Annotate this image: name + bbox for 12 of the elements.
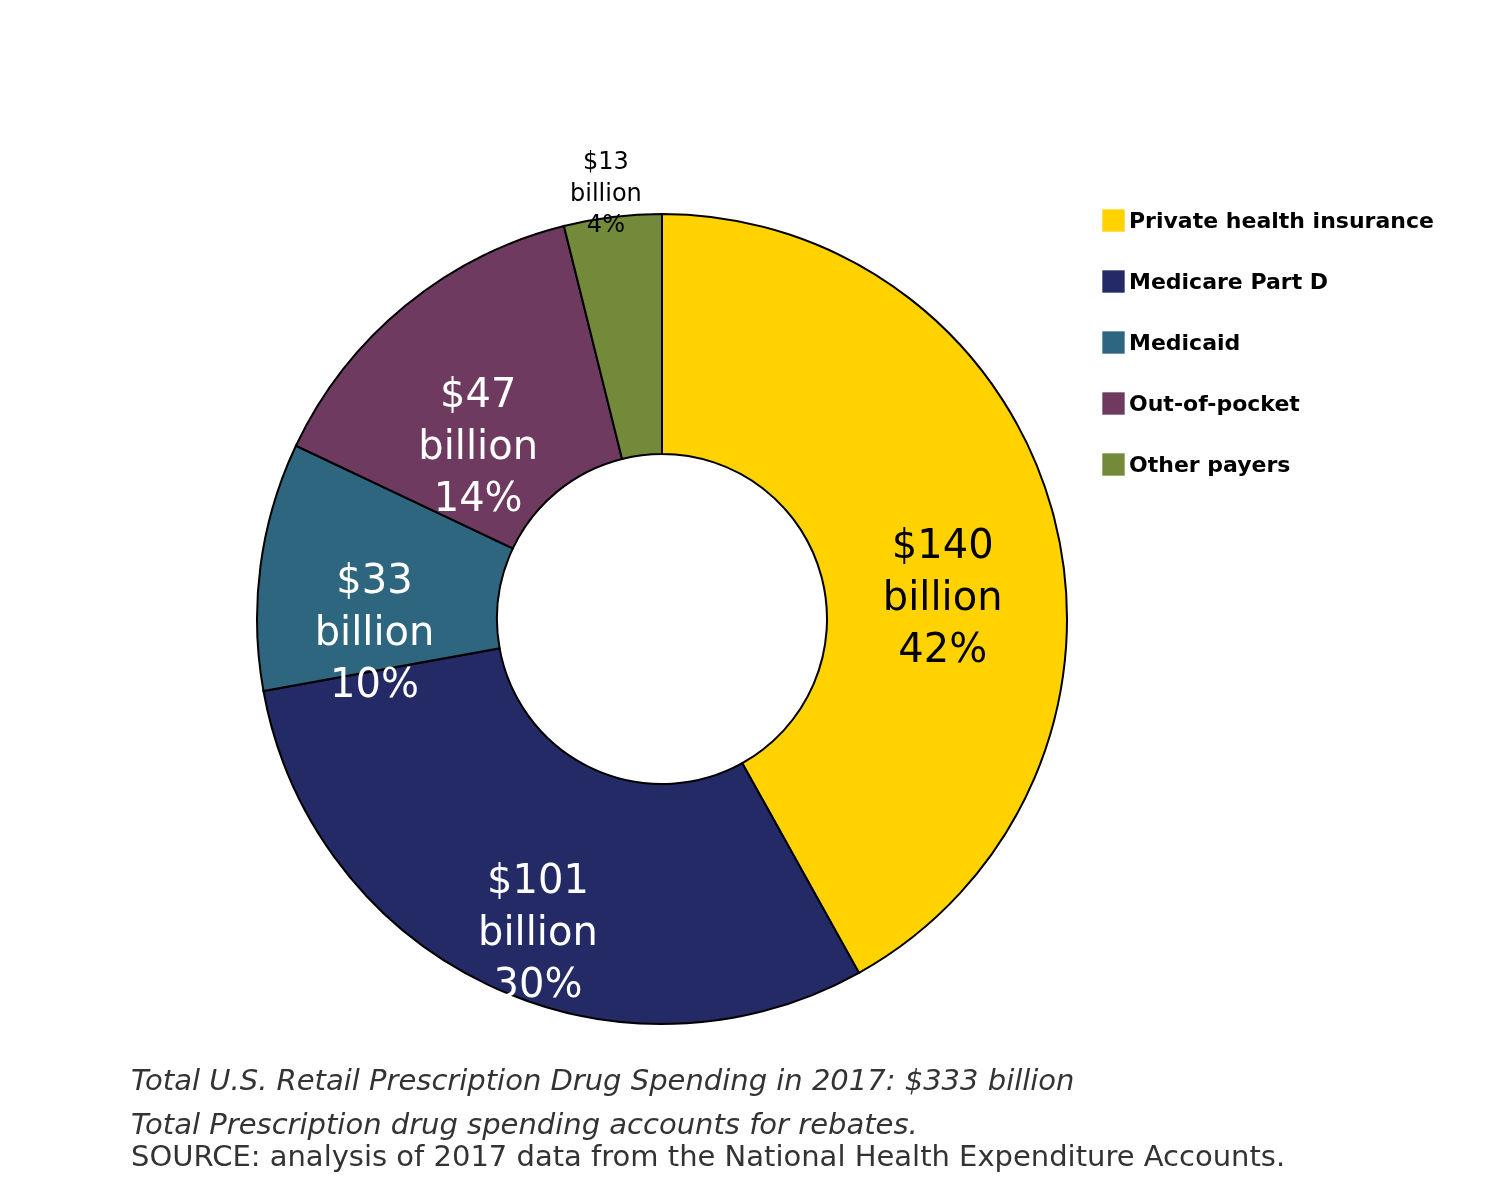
text: Total Prescription drug spending accounts for rebates. xyxy=(130,1106,918,1141)
legend-label: Medicare Part D xyxy=(1129,268,1329,294)
data-label: $47 billion 14% xyxy=(418,369,538,520)
data-label: $101 billion 30% xyxy=(478,856,598,1007)
legend-label: Private health insurance xyxy=(1129,207,1434,233)
legend-label: Out-of-pocket xyxy=(1129,390,1301,416)
data-label: $33 billion 10% xyxy=(314,555,435,706)
text: Total U.S. Retail Prescription Drug Spending in 2017: $333 billion xyxy=(130,1062,1075,1097)
data-label: $140 billion 42% xyxy=(882,521,1003,672)
data-label: $13 billion 4% xyxy=(569,147,642,238)
legend-label: Other payers xyxy=(1129,451,1291,477)
legend-label: Medicaid xyxy=(1129,329,1241,355)
